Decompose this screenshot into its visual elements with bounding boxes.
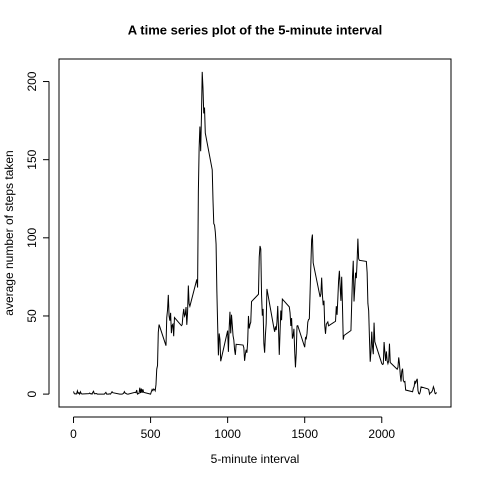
x-tick-label: 500 xyxy=(141,427,161,441)
x-tick-label: 1500 xyxy=(291,427,318,441)
y-tick-label: 200 xyxy=(25,71,39,91)
x-tick-label: 2000 xyxy=(368,427,395,441)
x-tick-label: 0 xyxy=(70,427,77,441)
y-tick-label: 100 xyxy=(25,227,39,247)
x-tick-label: 1000 xyxy=(214,427,241,441)
y-tick-label: 50 xyxy=(25,309,39,323)
chart-title: A time series plot of the 5-minute inter… xyxy=(128,22,383,37)
y-tick-label: 150 xyxy=(25,149,39,169)
data-line xyxy=(73,71,437,396)
y-axis-label: average number of steps taken xyxy=(2,150,16,315)
x-axis-label: 5-minute interval xyxy=(211,452,300,466)
y-tick-label: 0 xyxy=(25,390,39,397)
plot-box xyxy=(58,58,452,408)
